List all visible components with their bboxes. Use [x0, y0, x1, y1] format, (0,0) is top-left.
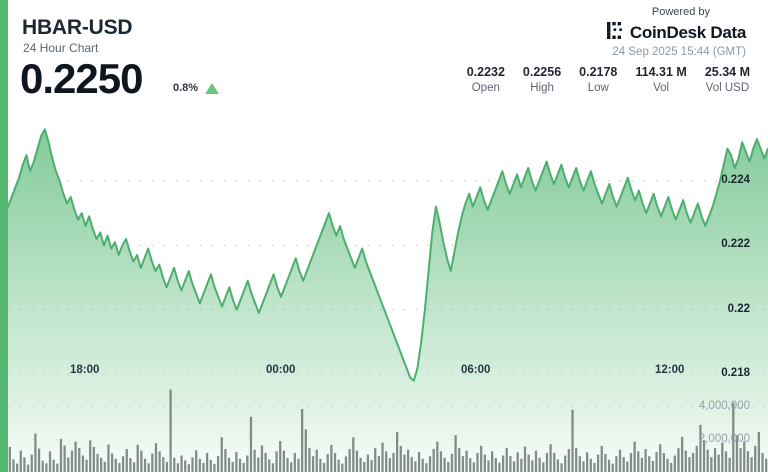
triangle-up-icon — [205, 83, 219, 94]
price-axis-tick: 0.222 — [721, 238, 750, 251]
volume-axis-tick: 4,000,000 — [698, 400, 750, 413]
time-axis-tick: 12:00 — [655, 364, 685, 376]
volume-axis-tick: 2,000,000 — [698, 432, 750, 445]
brand-name: CoinDesk Data — [629, 23, 746, 42]
stat-open: 0.2232 Open — [467, 64, 505, 96]
powered-by-label: Powered by — [651, 6, 710, 18]
page-title: HBAR-USD — [22, 16, 133, 39]
chart-header: HBAR-USD 24 Hour Chart 0.2250 0.8% Power… — [0, 0, 768, 110]
price-axis-tick: 0.218 — [721, 367, 750, 380]
chart-timestamp: 24 Sep 2025 15:44 (GMT) — [612, 46, 746, 58]
time-axis-tick: 00:00 — [266, 364, 296, 376]
stat-label: Vol — [653, 82, 670, 94]
stat-label: Low — [587, 82, 609, 94]
brand-row[interactable]: CoinDesk Data — [606, 22, 746, 44]
stat-low: 0.2178 Low — [579, 64, 617, 96]
time-axis-tick: 06:00 — [461, 364, 491, 376]
stat-value: 25.34 M — [704, 65, 750, 79]
stat-value: 0.2178 — [579, 65, 618, 79]
stat-vol: 114.31 M Vol — [635, 64, 686, 96]
stat-high: 0.2256 High — [523, 64, 561, 96]
price-change-percent: 0.8% — [173, 82, 199, 94]
stat-label: Vol USD — [705, 82, 750, 94]
left-accent-bar — [0, 0, 8, 472]
chart-subtitle: 24 Hour Chart — [23, 41, 99, 55]
stat-value: 0.2232 — [466, 65, 505, 79]
current-price: 0.2250 — [20, 55, 143, 102]
coindesk-logo-icon — [606, 22, 626, 44]
time-axis-tick: 18:00 — [70, 364, 100, 376]
stat-value: 0.2256 — [522, 65, 562, 79]
stat-label: High — [530, 82, 554, 94]
stat-label: Open — [471, 82, 500, 94]
stats-row: 0.2232 Open 0.2256 High 0.2178 Low 114.31 M Vol… — [467, 64, 750, 96]
price-axis-tick: 0.224 — [721, 173, 750, 186]
stat-vol-usd: 25.34 M Vol USD — [705, 64, 750, 96]
price-axis-tick: 0.22 — [727, 302, 750, 315]
stat-value: 114.31 M — [635, 65, 687, 79]
